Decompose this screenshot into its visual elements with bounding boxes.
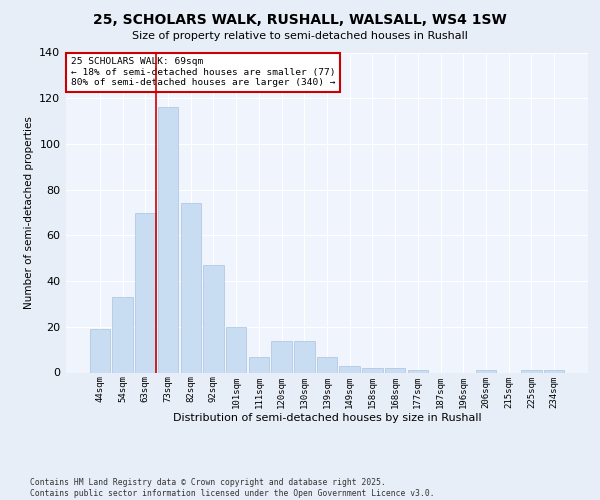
Bar: [226, 327, 247, 372]
Bar: [544, 370, 564, 372]
Bar: [135, 212, 155, 372]
Text: 25, SCHOLARS WALK, RUSHALL, WALSALL, WS4 1SW: 25, SCHOLARS WALK, RUSHALL, WALSALL, WS4…: [93, 12, 507, 26]
Bar: [181, 204, 201, 372]
Bar: [317, 356, 337, 372]
Text: Size of property relative to semi-detached houses in Rushall: Size of property relative to semi-detach…: [132, 31, 468, 41]
Bar: [294, 340, 314, 372]
Y-axis label: Number of semi-detached properties: Number of semi-detached properties: [24, 116, 34, 309]
Bar: [112, 297, 133, 372]
Bar: [362, 368, 383, 372]
Bar: [385, 368, 406, 372]
Bar: [203, 265, 224, 372]
Bar: [271, 340, 292, 372]
Bar: [90, 329, 110, 372]
Bar: [521, 370, 542, 372]
Text: 25 SCHOLARS WALK: 69sqm
← 18% of semi-detached houses are smaller (77)
80% of se: 25 SCHOLARS WALK: 69sqm ← 18% of semi-de…: [71, 58, 336, 87]
X-axis label: Distribution of semi-detached houses by size in Rushall: Distribution of semi-detached houses by …: [173, 413, 481, 423]
Bar: [158, 108, 178, 372]
Text: Contains HM Land Registry data © Crown copyright and database right 2025.
Contai: Contains HM Land Registry data © Crown c…: [30, 478, 434, 498]
Bar: [407, 370, 428, 372]
Bar: [340, 366, 360, 372]
Bar: [248, 356, 269, 372]
Bar: [476, 370, 496, 372]
